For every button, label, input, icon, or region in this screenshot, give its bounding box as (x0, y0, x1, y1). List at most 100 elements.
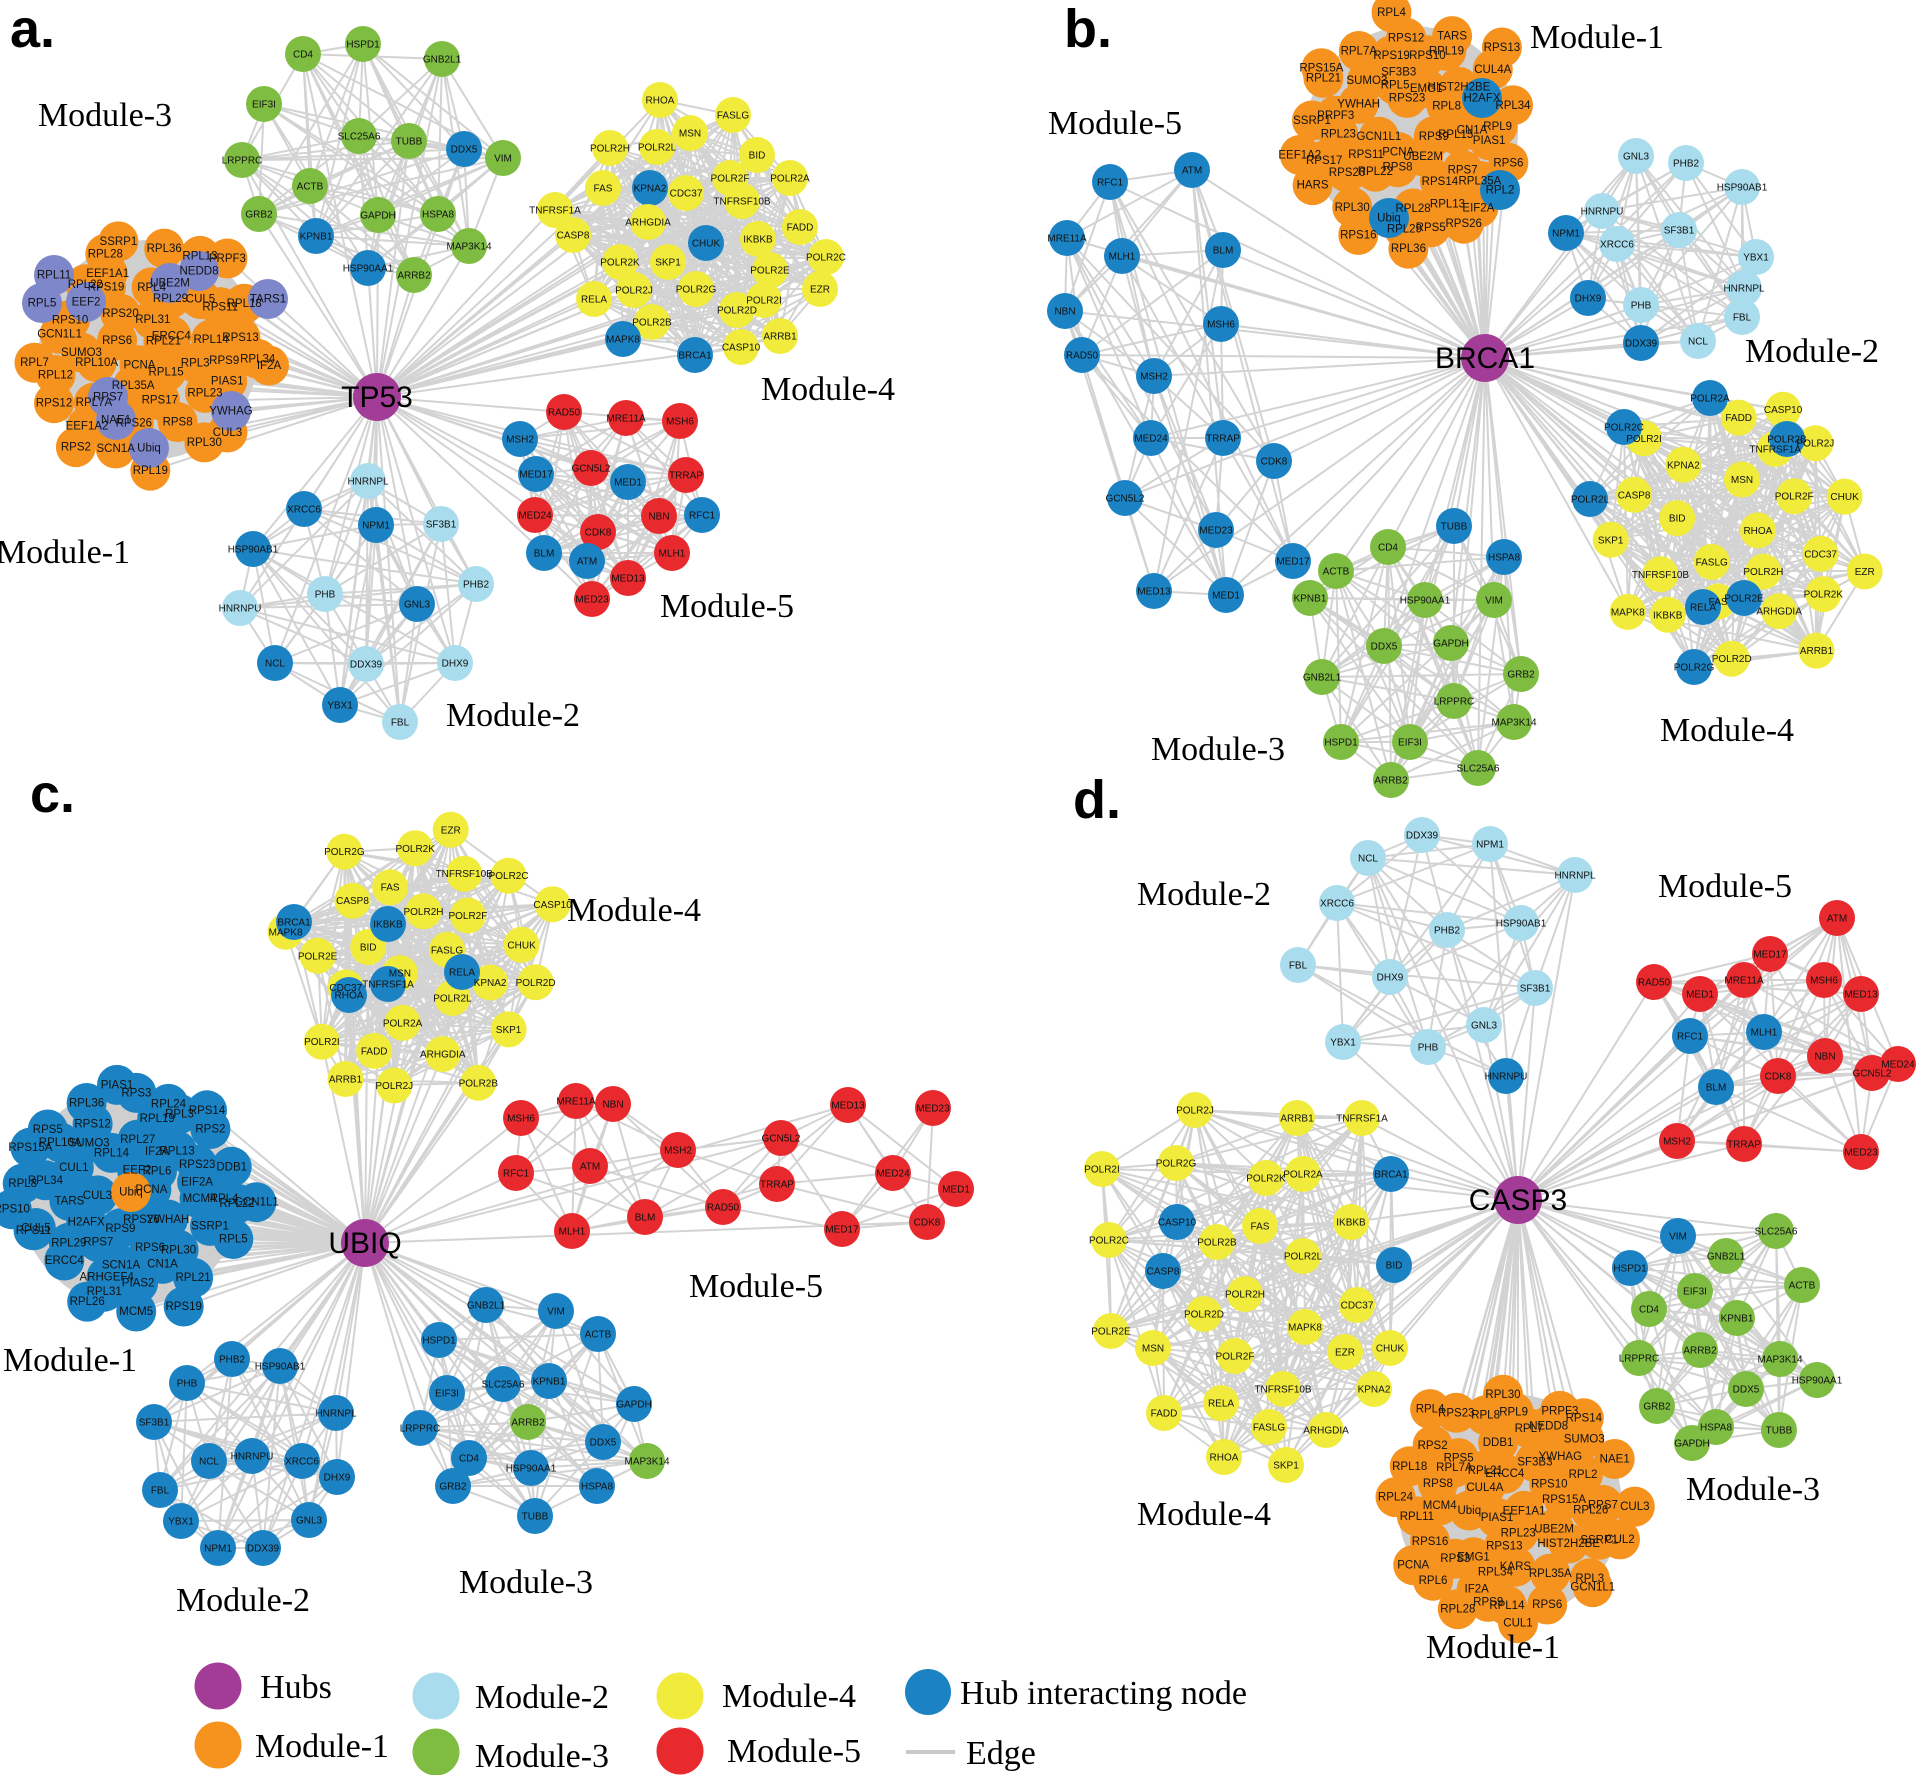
svg-text:DDB1: DDB1 (216, 1161, 247, 1173)
svg-text:POLR2A: POLR2A (383, 1018, 423, 1029)
svg-text:MED23: MED23 (1844, 1148, 1878, 1159)
svg-text:SUMO3: SUMO3 (69, 1138, 110, 1150)
svg-text:ERCC4: ERCC4 (152, 331, 192, 343)
svg-text:Module-4: Module-4 (567, 892, 701, 929)
svg-text:POLR2F: POLR2F (1216, 1352, 1255, 1363)
svg-text:RPS9: RPS9 (1473, 1596, 1503, 1608)
svg-text:SUMO3: SUMO3 (1564, 1434, 1605, 1446)
svg-text:FBL: FBL (151, 1486, 170, 1497)
svg-text:RPL6: RPL6 (1419, 1575, 1448, 1587)
svg-text:EIF3I: EIF3I (1398, 738, 1422, 749)
svg-text:RPS12: RPS12 (36, 398, 72, 410)
svg-text:KPNA2: KPNA2 (634, 184, 667, 195)
svg-text:POLR2G: POLR2G (1156, 1159, 1197, 1170)
svg-text:Module-2: Module-2 (446, 697, 580, 734)
svg-text:POLR2K: POLR2K (395, 844, 435, 855)
svg-text:PIAS1: PIAS1 (101, 1079, 134, 1091)
svg-text:IF2A: IF2A (257, 360, 282, 372)
svg-text:MRE11A: MRE11A (556, 1097, 596, 1108)
svg-text:NBN: NBN (1054, 307, 1075, 318)
svg-text:RPS5: RPS5 (1444, 1453, 1474, 1465)
svg-text:GRB2: GRB2 (439, 1482, 467, 1493)
svg-text:b.: b. (1064, 0, 1112, 59)
svg-text:GRB2: GRB2 (1643, 1402, 1671, 1413)
svg-text:XRCC6: XRCC6 (287, 505, 321, 516)
svg-text:LRPPRC: LRPPRC (400, 1424, 441, 1435)
svg-text:PHB: PHB (177, 1379, 198, 1390)
svg-text:DDX5: DDX5 (1733, 1385, 1760, 1396)
svg-text:RPS12: RPS12 (74, 1118, 110, 1130)
svg-text:IKBKB: IKBKB (373, 920, 403, 931)
svg-text:HSPA8: HSPA8 (581, 1482, 613, 1493)
svg-text:MCM5: MCM5 (119, 1306, 153, 1318)
svg-text:RPL24: RPL24 (1378, 1492, 1414, 1504)
svg-text:RPS17: RPS17 (142, 395, 178, 407)
svg-text:TNFRSF1A: TNFRSF1A (529, 206, 581, 217)
svg-text:TNFRSF10B: TNFRSF10B (436, 869, 494, 880)
svg-text:RPS14: RPS14 (189, 1105, 226, 1117)
svg-text:POLR2B: POLR2B (1767, 435, 1807, 446)
svg-text:PIAS1: PIAS1 (211, 376, 244, 388)
svg-text:CASP3: CASP3 (1469, 1184, 1567, 1217)
svg-text:RPL15: RPL15 (1438, 129, 1473, 141)
svg-text:Ubiq: Ubiq (137, 443, 161, 455)
svg-text:RPL28: RPL28 (1396, 203, 1431, 215)
svg-text:H2AFX: H2AFX (1463, 93, 1500, 105)
svg-text:HSP90AA1: HSP90AA1 (506, 1464, 557, 1475)
svg-text:PCNA: PCNA (124, 360, 156, 372)
svg-text:DDX39: DDX39 (247, 1544, 280, 1555)
svg-text:EIF2A: EIF2A (181, 1177, 213, 1189)
svg-text:POLR2I: POLR2I (1626, 434, 1662, 445)
svg-text:RPL22: RPL22 (1358, 166, 1393, 178)
svg-text:EMG1: EMG1 (1410, 83, 1443, 95)
svg-text:POLR2J: POLR2J (1176, 1106, 1214, 1117)
svg-text:FASLG: FASLG (431, 945, 463, 956)
svg-text:POLR2L: POLR2L (1571, 495, 1610, 506)
svg-text:LRPPRC: LRPPRC (1434, 697, 1475, 708)
svg-text:Module-5: Module-5 (727, 1733, 861, 1770)
svg-text:GCN1L1: GCN1L1 (1570, 1582, 1615, 1594)
svg-text:HIST2H2BE: HIST2H2BE (1428, 81, 1491, 93)
svg-text:CHUK: CHUK (1376, 1344, 1405, 1355)
svg-text:POLR2D: POLR2D (1712, 654, 1752, 665)
svg-text:RPS11: RPS11 (16, 1225, 52, 1237)
svg-text:POLR2E: POLR2E (1724, 594, 1764, 605)
svg-text:CUL1: CUL1 (1503, 1618, 1532, 1630)
svg-text:POLR2E: POLR2E (1091, 1327, 1131, 1338)
svg-text:RPL14: RPL14 (194, 334, 230, 346)
svg-text:SKP1: SKP1 (1598, 535, 1624, 546)
svg-text:RPS12: RPS12 (1388, 32, 1424, 44)
svg-text:RPL21: RPL21 (1468, 1465, 1503, 1477)
svg-text:RPL12: RPL12 (38, 370, 73, 382)
svg-text:SF3B3: SF3B3 (1517, 1457, 1552, 1469)
svg-text:RPL14: RPL14 (94, 1147, 130, 1159)
svg-text:CASP10: CASP10 (533, 900, 572, 911)
svg-text:TP53: TP53 (341, 381, 413, 414)
svg-text:IF2A: IF2A (145, 1146, 170, 1158)
svg-text:PIAS1: PIAS1 (1481, 1512, 1514, 1524)
svg-text:RELA: RELA (1690, 603, 1716, 614)
svg-text:POLR2H: POLR2H (590, 144, 630, 155)
svg-text:TARS: TARS (54, 1195, 84, 1207)
svg-text:SF3B1: SF3B1 (1520, 984, 1551, 995)
svg-text:Module-4: Module-4 (761, 371, 895, 408)
svg-text:CDK8: CDK8 (1765, 1072, 1792, 1083)
svg-text:POLR2A: POLR2A (1283, 1170, 1323, 1181)
svg-text:RPL10A: RPL10A (75, 357, 118, 369)
svg-text:MED1: MED1 (1212, 591, 1240, 602)
svg-text:RPL35A: RPL35A (1458, 175, 1501, 187)
svg-text:MAPK8: MAPK8 (606, 335, 640, 346)
svg-text:UBIQ: UBIQ (328, 1227, 401, 1260)
svg-text:MED17: MED17 (519, 470, 553, 481)
svg-text:RPS11: RPS11 (1348, 149, 1384, 161)
svg-text:BLM: BLM (534, 549, 555, 560)
svg-text:EEF2: EEF2 (123, 1164, 152, 1176)
svg-text:NPM1: NPM1 (1552, 229, 1580, 240)
svg-text:MLH1: MLH1 (1109, 252, 1136, 263)
svg-text:CASP10: CASP10 (722, 343, 761, 354)
svg-text:GCN1L1: GCN1L1 (234, 1197, 279, 1209)
svg-text:RPS9: RPS9 (1419, 131, 1449, 143)
svg-text:DDX39: DDX39 (1625, 339, 1658, 350)
svg-text:BID: BID (1669, 514, 1686, 525)
svg-text:EEF1A1: EEF1A1 (86, 268, 129, 280)
